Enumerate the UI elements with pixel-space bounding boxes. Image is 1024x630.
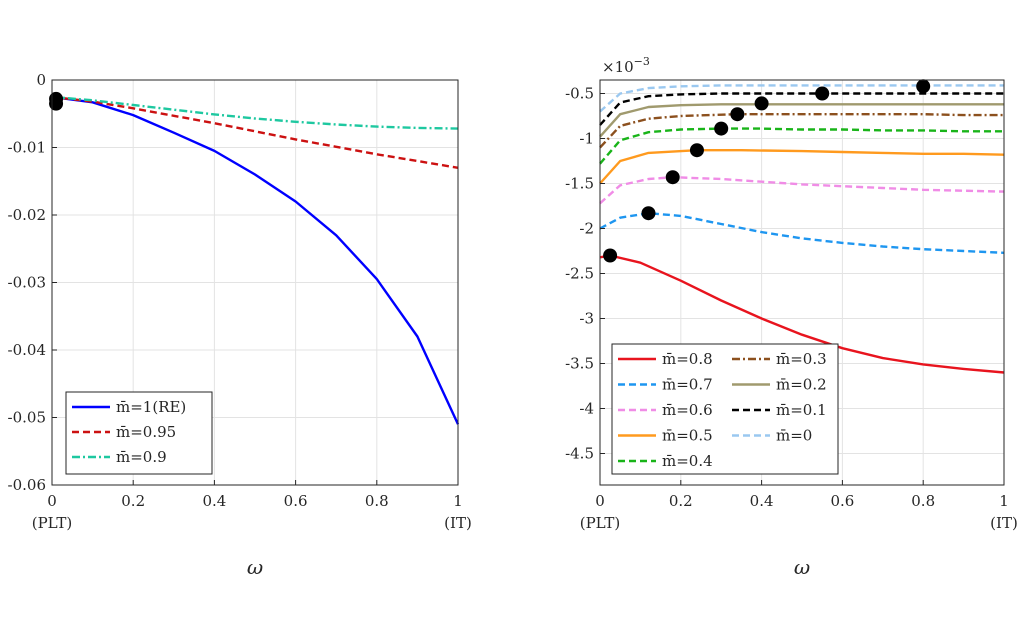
legend-entry-label: m̄=0.8	[662, 350, 713, 368]
series-line-r7	[599, 92, 1004, 126]
legend-entry-label: m̄=0.1	[776, 401, 827, 419]
marker-point-r7	[815, 86, 830, 101]
x-end-label-plt: (PLT)	[32, 514, 73, 532]
y-tick-label: -0.05	[8, 409, 46, 427]
marker-point-r5	[730, 107, 745, 122]
legend-entry-label: m̄=0.4	[662, 452, 713, 470]
series-line-l2	[51, 95, 459, 130]
y-tick-label: -3.5	[565, 355, 594, 373]
x-tick-label: 0.8	[911, 492, 935, 510]
legend-entry-label: m̄=0	[776, 427, 812, 445]
x-axis-label: ω	[247, 555, 263, 579]
y-tick-label: -0.03	[8, 274, 46, 292]
marker-point-r3	[689, 143, 704, 158]
legend-entry-label: m̄=1(RE)	[116, 398, 186, 416]
x-tick-label: 0.4	[202, 492, 226, 510]
x-end-label-plt: (PLT)	[580, 514, 621, 532]
series-line-r3	[599, 149, 1005, 185]
y-tick-label: -0.06	[8, 476, 46, 494]
x-tick-label: 0.2	[121, 492, 145, 510]
x-tick-label: 0.6	[284, 492, 308, 510]
legend-entry-label: m̄=0.3	[776, 350, 827, 368]
right-chart: 0 0.2 0.4 0.6 0.8 1 -0.5 -1 -1.5 -2 -2.5 -3 -3.5 -4 -4…	[565, 55, 1018, 579]
legend: m̄=0.8 m̄=0.7 m̄=0.6 m̄=0.5 m̄=0.4 m̄=0.3 m̄=0…	[611, 343, 839, 475]
x-end-label-it: (IT)	[990, 514, 1018, 532]
marker-point-r0	[603, 248, 618, 263]
legend-entry-label: m̄=0.7	[662, 376, 713, 394]
series-lines	[51, 95, 460, 425]
legend-entry-label: m̄=0.5	[662, 427, 713, 445]
y-tick-label: -2.5	[565, 265, 594, 283]
series-line-r4	[599, 127, 1004, 165]
y-tick-label: -4	[579, 400, 594, 418]
left-chart: 0 0.2 0.4 0.6 0.8 1 0 -0.01 -0.02 -0.03 -0.04 -0.05…	[8, 71, 472, 579]
tick-labels: 0 0.2 0.4 0.6 0.8 1 -0.5 -1 -1.5 -2 -2.5 -3 -3.5 -4 -4…	[565, 85, 1009, 511]
series-line-r6	[599, 103, 1004, 138]
series-line-r1	[599, 212, 1005, 254]
markers	[603, 79, 931, 263]
y-tick-label: -1	[579, 130, 594, 148]
legend-entry-label: m̄=0.2	[776, 376, 827, 394]
tick-labels: 0 0.2 0.4 0.6 0.8 1 0 -0.01 -0.02 -0.03 -0.04 -0.05…	[8, 71, 463, 510]
legend: m̄=1(RE) m̄=0.95 m̄=0.9	[65, 391, 213, 475]
legend-entry-label: m̄=0.6	[662, 401, 713, 419]
y-tick-label: -0.04	[8, 341, 46, 359]
y-tick-label: -3	[579, 310, 594, 328]
series-line-r2	[599, 176, 1005, 205]
x-tick-label: 1	[453, 492, 463, 510]
marker-point-r8	[916, 79, 931, 94]
x-tick-label: 0	[47, 492, 57, 510]
marker-point-r6	[754, 96, 769, 111]
marker-point-l1	[49, 96, 64, 111]
marker-point-r4	[714, 121, 729, 136]
x-tick-label: 0.4	[750, 492, 774, 510]
y-tick-label: -0.02	[8, 206, 46, 224]
x-tick-label: 0.2	[669, 492, 693, 510]
series-line-l0	[51, 95, 460, 425]
series-line-r5	[599, 113, 1004, 149]
axes-frame	[599, 79, 1005, 486]
y-tick-label: -2	[579, 220, 594, 238]
legend-entry-label: m̄=0.95	[116, 423, 176, 441]
series-line-r8	[599, 84, 1004, 113]
y-tick-label: -0.5	[565, 85, 594, 103]
x-tick-label: 0.8	[365, 492, 389, 510]
legend-entry-label: m̄=0.9	[116, 448, 167, 466]
x-end-label-it: (IT)	[444, 514, 472, 532]
legend-box	[65, 391, 213, 475]
y-exponent-label: ×10−3	[602, 55, 650, 76]
series-line-r0	[599, 254, 1005, 374]
x-tick-label: 0	[595, 492, 605, 510]
x-tick-label: 1	[999, 492, 1009, 510]
y-tick-label: -1.5	[565, 175, 594, 193]
y-tick-label: -0.01	[8, 139, 46, 157]
series-line-l1	[51, 95, 459, 169]
marker-point-r2	[665, 170, 680, 185]
legend-box	[611, 343, 839, 475]
markers	[49, 91, 64, 111]
y-tick-label: -4.5	[565, 445, 594, 463]
x-tick-label: 0.6	[830, 492, 854, 510]
x-axis-label: ω	[794, 555, 810, 579]
y-tick-label: 0	[36, 71, 46, 89]
marker-point-r1	[641, 206, 656, 221]
